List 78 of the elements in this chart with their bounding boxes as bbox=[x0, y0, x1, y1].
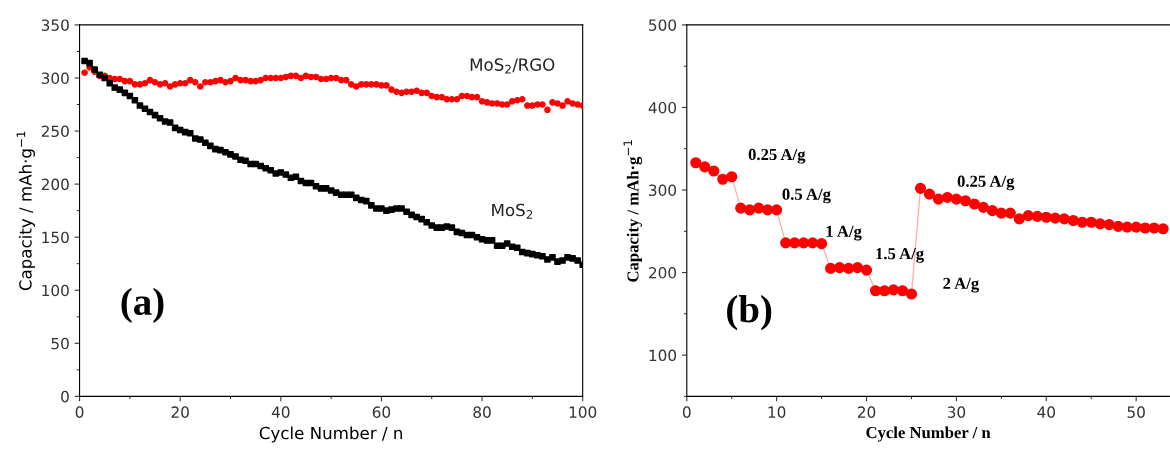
x-tick-label: 60 bbox=[372, 406, 391, 418]
point bbox=[708, 165, 720, 177]
point bbox=[726, 171, 738, 183]
point bbox=[860, 264, 873, 276]
y-tick-label: 50 bbox=[51, 337, 69, 350]
series-label: MoS$_{2}$/RGO bbox=[470, 58, 555, 74]
point bbox=[995, 207, 1007, 219]
x-tick-label: 100 bbox=[569, 406, 597, 418]
point bbox=[923, 188, 936, 200]
y-tick-label: 150 bbox=[42, 231, 69, 244]
point bbox=[699, 161, 711, 173]
y-axis-title: Capacity / mAh·g$^{−1}$ bbox=[16, 131, 35, 291]
point bbox=[896, 285, 909, 297]
y-tick-label: 350 bbox=[41, 19, 69, 31]
point bbox=[825, 262, 837, 274]
point bbox=[851, 262, 864, 274]
point bbox=[932, 193, 944, 205]
x-tick-label: 0 bbox=[75, 406, 84, 418]
point bbox=[771, 204, 783, 216]
annotation: (b) bbox=[727, 295, 772, 331]
x-tick-label: 40 bbox=[271, 406, 290, 418]
x-tick-label: 10 bbox=[768, 406, 786, 418]
point bbox=[1013, 213, 1025, 225]
point bbox=[950, 193, 962, 205]
point bbox=[968, 198, 980, 210]
point bbox=[816, 238, 828, 250]
y-tick-label: 400 bbox=[648, 101, 677, 114]
point bbox=[1157, 223, 1169, 235]
x-axis-title: Cycle Number / n bbox=[259, 426, 402, 443]
x-tick-label: 20 bbox=[171, 406, 189, 418]
point bbox=[914, 182, 927, 194]
point bbox=[1031, 210, 1043, 222]
series-label: MoS$_{2}$ bbox=[492, 203, 533, 219]
point bbox=[1058, 213, 1070, 225]
y-tick-label: 500 bbox=[649, 19, 677, 31]
point bbox=[690, 157, 702, 169]
annotation: 1.5 A/g bbox=[876, 248, 924, 263]
x-axis-title: Cycle Number / n bbox=[866, 426, 991, 442]
point bbox=[1112, 220, 1124, 232]
point bbox=[1076, 216, 1088, 228]
y-axis-title: Capacity / mAh·g$^{−1}$ bbox=[623, 140, 643, 282]
annotation: (a) bbox=[121, 287, 164, 323]
point bbox=[959, 195, 971, 207]
point bbox=[941, 191, 953, 203]
annotation: 1 A/g bbox=[826, 225, 862, 241]
point bbox=[986, 205, 998, 217]
point bbox=[807, 237, 819, 249]
annotation: 0.25 A/g bbox=[957, 175, 1015, 191]
y-tick-label: 200 bbox=[649, 267, 677, 279]
point bbox=[753, 202, 765, 214]
x-tick-label: 30 bbox=[947, 406, 966, 418]
point bbox=[1067, 214, 1079, 227]
point bbox=[834, 262, 846, 274]
point bbox=[1022, 210, 1034, 222]
x-tick-label: 20 bbox=[857, 406, 876, 418]
x-tick-label: 40 bbox=[1037, 406, 1055, 418]
x-tick-label: 0 bbox=[682, 406, 691, 418]
annotation: 0.25 A/g bbox=[748, 148, 806, 164]
y-tick-label: 250 bbox=[41, 125, 69, 138]
y-tick-label: 200 bbox=[41, 178, 69, 191]
x-tick-label: 50 bbox=[1127, 406, 1145, 418]
annotation: 0.5 A/g bbox=[782, 188, 831, 204]
point bbox=[905, 288, 918, 300]
point bbox=[744, 204, 756, 216]
y-tick-label: 100 bbox=[42, 284, 69, 297]
point bbox=[1103, 219, 1115, 231]
y-tick-label: 0 bbox=[61, 390, 69, 403]
point bbox=[1094, 218, 1106, 230]
point bbox=[1085, 216, 1097, 228]
point bbox=[735, 202, 747, 214]
annotation: 2 A/g bbox=[943, 277, 979, 293]
y-tick-label: 300 bbox=[649, 184, 677, 197]
point bbox=[843, 262, 855, 274]
x-tick-label: 80 bbox=[473, 406, 491, 418]
y-tick-label: 100 bbox=[649, 349, 677, 362]
y-tick-label: 300 bbox=[41, 72, 69, 84]
point bbox=[717, 173, 729, 185]
point bbox=[977, 201, 989, 213]
